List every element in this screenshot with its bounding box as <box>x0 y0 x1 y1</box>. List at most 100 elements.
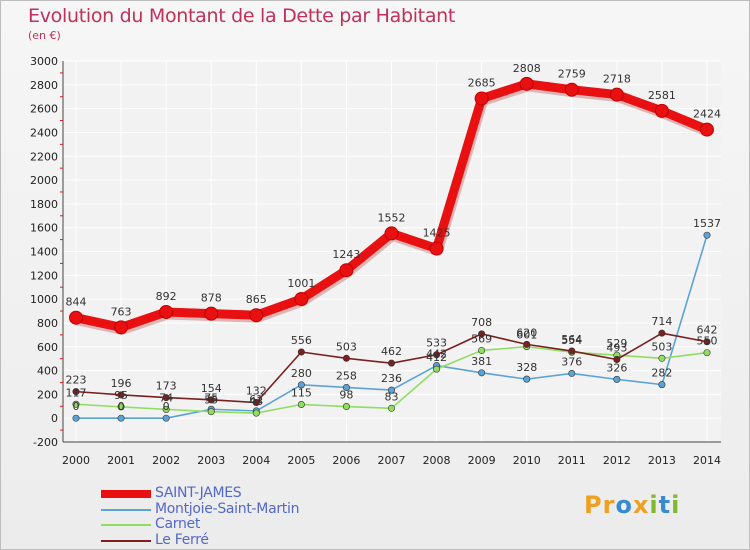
data-point <box>252 409 260 417</box>
data-label: 0 <box>118 400 125 413</box>
x-tick-label: 2000 <box>62 454 90 467</box>
y-tick-label: 0 <box>51 412 58 425</box>
data-point <box>342 383 350 391</box>
data-label: 0 <box>73 400 80 413</box>
data-label: 61 <box>249 393 263 406</box>
data-label: 878 <box>201 292 222 305</box>
data-point <box>162 394 170 402</box>
y-tick-label: 1200 <box>30 269 58 282</box>
data-point <box>478 330 486 338</box>
data-point <box>433 351 441 359</box>
data-label: 74 <box>159 391 173 404</box>
data-label: 117 <box>66 386 87 399</box>
data-label: 529 <box>606 337 627 350</box>
data-label: 282 <box>651 367 672 380</box>
data-point <box>568 347 576 355</box>
data-label: 2581 <box>648 89 676 102</box>
data-label: 1537 <box>693 217 721 230</box>
data-label: 326 <box>606 361 627 374</box>
data-label: 280 <box>291 367 312 380</box>
data-label: 503 <box>651 340 672 353</box>
data-point <box>703 231 711 239</box>
data-label: 115 <box>291 386 312 399</box>
data-point <box>658 354 666 362</box>
y-tick-label: 1000 <box>30 293 58 306</box>
data-point <box>252 398 260 406</box>
data-point <box>294 292 309 307</box>
y-tick-label: -200 <box>33 436 58 449</box>
data-point <box>72 388 80 396</box>
x-tick-label: 2006 <box>332 454 360 467</box>
data-point <box>703 349 711 357</box>
data-point <box>72 400 80 408</box>
data-label: 258 <box>336 369 357 382</box>
data-label: 173 <box>156 380 177 393</box>
x-tick-label: 2001 <box>107 454 135 467</box>
data-point <box>433 365 441 373</box>
data-label: 43 <box>249 395 263 408</box>
data-point <box>478 346 486 354</box>
legend-swatch <box>101 490 151 498</box>
data-label: 620 <box>516 326 537 339</box>
x-tick-label: 2014 <box>693 454 721 467</box>
data-label: 493 <box>606 341 627 354</box>
data-point <box>159 304 174 319</box>
data-label: 564 <box>561 333 582 346</box>
legend-swatch <box>101 508 151 511</box>
data-point <box>297 381 305 389</box>
data-point <box>297 400 305 408</box>
data-label: 1552 <box>378 211 406 224</box>
data-point <box>658 329 666 337</box>
x-tick-label: 2007 <box>378 454 406 467</box>
y-tick-label: 1600 <box>30 222 58 235</box>
x-tick-label: 2004 <box>242 454 270 467</box>
data-point <box>339 263 354 278</box>
data-point <box>207 408 215 416</box>
data-point <box>387 386 395 394</box>
data-label: 381 <box>471 355 492 368</box>
data-label: 892 <box>156 290 177 303</box>
data-label: 55 <box>204 394 218 407</box>
legend-label: SAINT-JAMES <box>155 485 242 501</box>
data-label: 2424 <box>693 108 721 121</box>
data-label: 554 <box>561 334 582 347</box>
y-tick-label: 600 <box>37 341 58 354</box>
data-point <box>384 226 399 241</box>
data-label: 601 <box>516 329 537 342</box>
data-label: 236 <box>381 372 402 385</box>
data-label: 1001 <box>287 277 315 290</box>
legend-label: Le Ferré <box>155 531 209 548</box>
data-label: 865 <box>246 293 267 306</box>
data-point <box>568 369 576 377</box>
data-point <box>162 405 170 413</box>
data-point <box>429 241 444 256</box>
data-point <box>474 91 489 106</box>
y-tick-label: 1800 <box>30 198 58 211</box>
data-label: 2718 <box>603 73 631 86</box>
data-label: 83 <box>385 390 399 403</box>
data-label: 132 <box>246 384 267 397</box>
data-point <box>609 87 624 102</box>
data-point <box>478 369 486 377</box>
x-tick-label: 2012 <box>603 454 631 467</box>
data-point <box>117 414 125 422</box>
data-point <box>523 375 531 383</box>
data-point <box>117 403 125 411</box>
data-label: 462 <box>381 345 402 358</box>
data-label: 550 <box>697 335 718 348</box>
data-label: 569 <box>471 332 492 345</box>
data-point <box>342 354 350 362</box>
data-point <box>249 308 264 323</box>
data-point <box>162 414 170 422</box>
legend-swatch <box>101 539 151 542</box>
x-tick-label: 2003 <box>197 454 225 467</box>
data-label: 1425 <box>423 227 451 240</box>
data-label: 328 <box>516 361 537 374</box>
data-label: 556 <box>291 334 312 347</box>
legend-label: Carnet <box>155 516 201 532</box>
x-tick-label: 2009 <box>468 454 496 467</box>
x-tick-label: 2005 <box>287 454 315 467</box>
y-tick-label: 2600 <box>30 103 58 116</box>
